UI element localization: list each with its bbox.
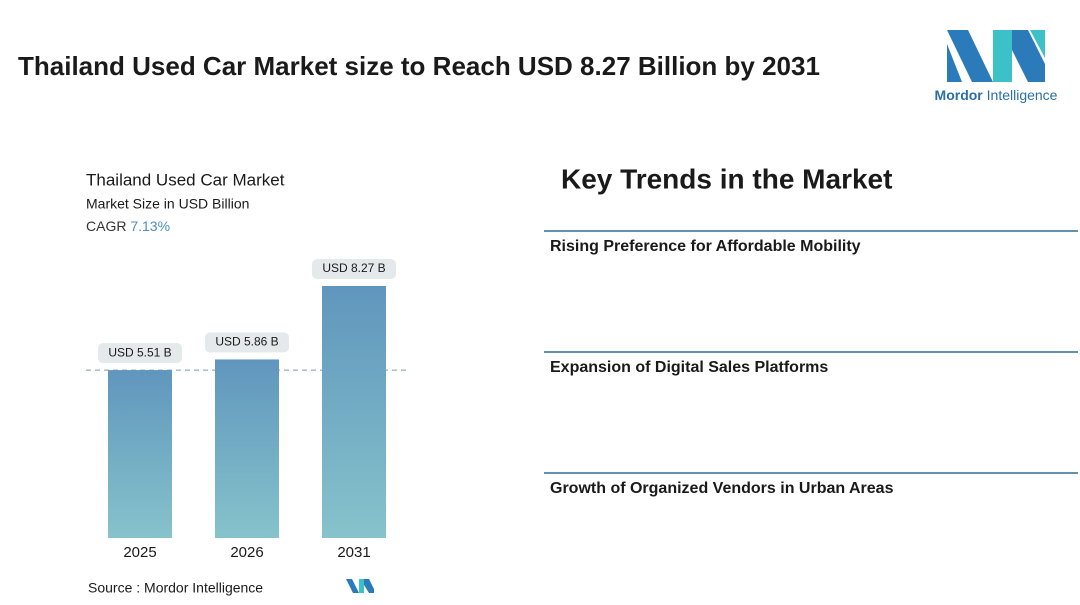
x-tick-label: 2031 xyxy=(337,544,370,561)
logo-suffix: Intelligence xyxy=(987,87,1058,103)
value-label: USD 5.51 B xyxy=(108,345,171,359)
cagr-value: 7.13% xyxy=(130,218,170,234)
source-logo xyxy=(346,579,374,593)
value-label-box xyxy=(312,259,396,279)
bar-chart: USD 5.51 B 2025 USD 5.86 B 2026 USD 8.27 B 20… xyxy=(86,259,410,561)
bar xyxy=(215,359,279,538)
chart-subtitle: Market Size in USD Billion xyxy=(86,196,249,212)
trends-heading: Key Trends in the Market xyxy=(561,163,892,194)
value-label: USD 5.86 B xyxy=(215,335,278,349)
trend-item: Rising Preference for Affordable Mobilit… xyxy=(550,238,861,255)
trend-item: Growth of Organized Vendors in Urban Are… xyxy=(550,480,894,497)
cagr-label: CAGR xyxy=(86,218,126,234)
logo-brand: Mordor xyxy=(935,87,984,103)
cagr: CAGR 7.13% xyxy=(86,218,170,234)
logo-text: Mordor Intelligence xyxy=(935,87,1058,103)
x-tick-label: 2025 xyxy=(123,544,156,561)
value-label-box xyxy=(98,343,182,364)
x-tick-label: 2026 xyxy=(230,544,263,561)
page-title: Thailand Used Car Market size to Reach U… xyxy=(18,51,820,81)
source: Source : Mordor Intelligence xyxy=(88,580,263,596)
trends-list: Rising Preference for Affordable Mobilit… xyxy=(544,230,1078,497)
value-label-box xyxy=(205,332,289,353)
bar xyxy=(108,370,172,538)
value-label: USD 8.27 B xyxy=(322,261,385,275)
trend-item: Expansion of Digital Sales Platforms xyxy=(550,359,828,376)
bar xyxy=(322,286,386,538)
logo: Mordor Intelligence xyxy=(935,30,1058,103)
chart-title: Thailand Used Car Market xyxy=(86,170,285,189)
